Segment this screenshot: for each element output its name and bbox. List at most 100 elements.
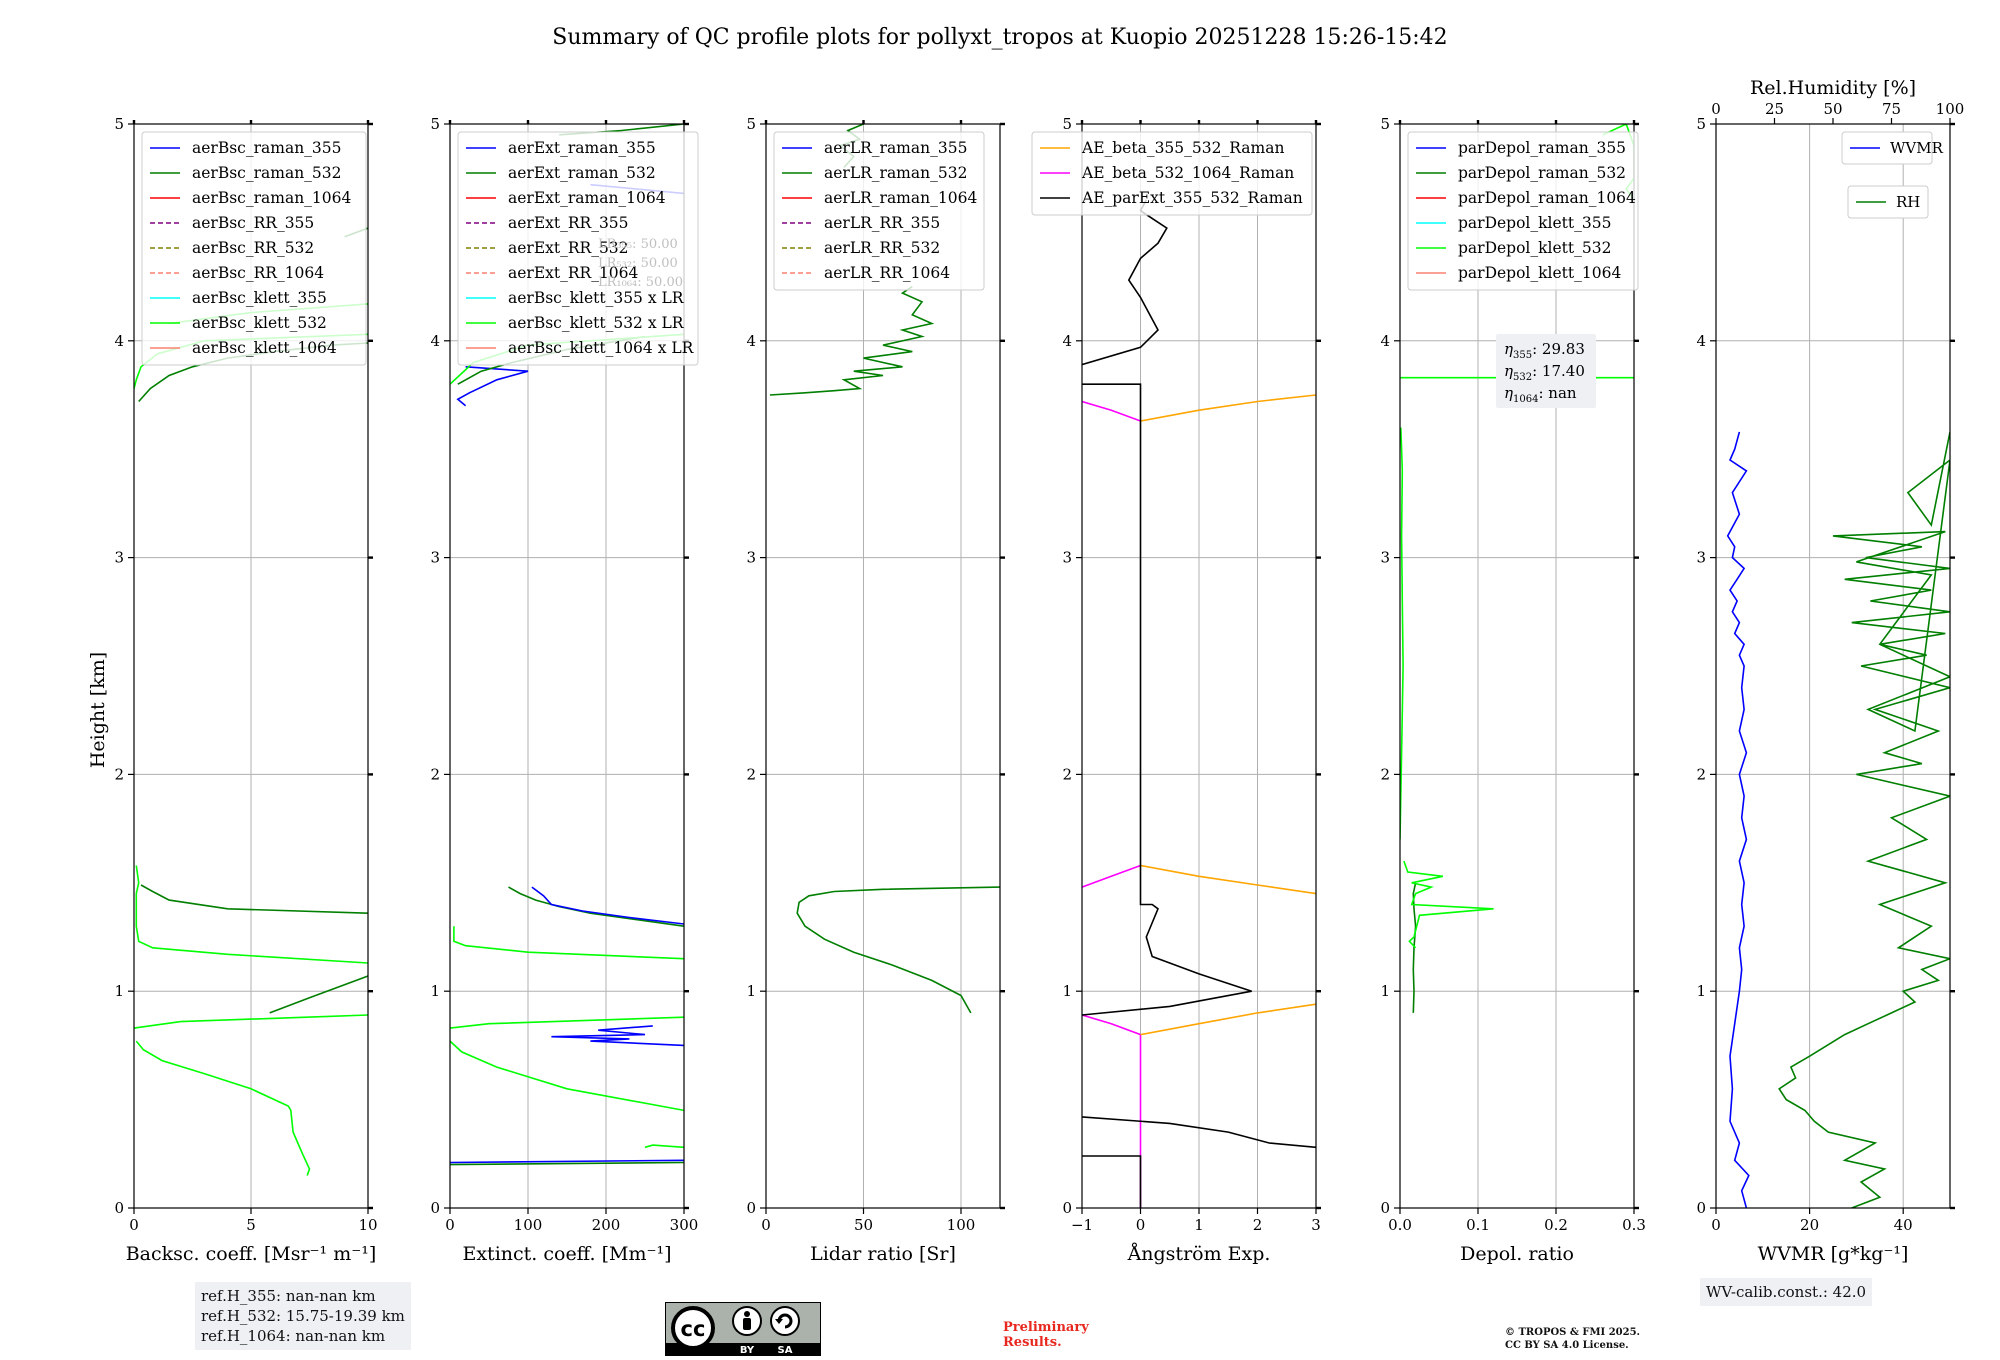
legend-label-bsc-0: aerBsc_raman_355 <box>192 139 342 157</box>
legend-label-bsc-1: aerBsc_raman_532 <box>192 164 342 182</box>
panel-ext: 0 100 200 300 0 1 2 3 4 5 Extinct. coeff. [Mm⁻¹] ae… <box>430 115 699 1265</box>
y-tick-label-ae-3: 3 <box>1062 549 1072 567</box>
eta-line-1: η532: 17.40 <box>1504 362 1585 383</box>
x-tick-label-ext-2: 200 <box>592 1216 621 1234</box>
x-tick-label-dep-1: 0.1 <box>1466 1216 1490 1234</box>
x-tick-label-wv-1: 20 <box>1800 1216 1819 1234</box>
y-tick-label-wv-2: 2 <box>1696 765 1706 783</box>
y-tick-label-dep-2: 2 <box>1380 765 1390 783</box>
wv-calibration-label: WV-calib.const.: 42.0 <box>1706 1283 1867 1301</box>
series-line-bsc-1 <box>134 1014 368 1029</box>
legend-label-ext-6: aerBsc_klett_355 x LR <box>508 289 685 307</box>
y-tick-label-dep-3: 3 <box>1380 549 1390 567</box>
series-line-bsc-2 <box>135 865 368 964</box>
y-tick-label-wv-3: 3 <box>1696 549 1706 567</box>
y-tick-label-lr-3: 3 <box>746 549 756 567</box>
panel-lr: 0 50 100 0 1 2 3 4 5 Lidar ratio [Sr] aerLR_raman_… <box>746 115 1005 1265</box>
sa-text: SA <box>778 1345 793 1356</box>
eta-line-0: η355: 29.83 <box>1504 340 1585 361</box>
wv-calibration-box: WV-calib.const.: 42.0 <box>1700 1278 1873 1306</box>
series-line-ae-5 <box>1140 394 1316 422</box>
legend-box-ext <box>457 131 699 366</box>
legend-box-ae <box>1031 131 1313 216</box>
preliminary-results-label: Preliminary Results. <box>1003 1320 1089 1350</box>
legend-label-rh: RH <box>1896 193 1920 211</box>
x-axis-label-dep: Depol. ratio <box>1460 1243 1574 1265</box>
legend-box-bsc <box>141 131 367 366</box>
cc-circle-icon <box>671 1306 715 1350</box>
x-tick-label-lr-1: 50 <box>854 1216 873 1234</box>
lr-note-0: LR₃₅₅: 50.00 <box>598 237 678 252</box>
series-line-ae-1 <box>1140 1003 1316 1036</box>
x-tick-label-dep-3: 0.3 <box>1622 1216 1646 1234</box>
series-line-ext-1 <box>450 1161 684 1166</box>
series-line-ext-2 <box>644 1144 684 1149</box>
axes-frame-wv <box>1715 123 1951 1209</box>
legend-label-dep-2: parDepol_raman_1064 <box>1458 189 1636 207</box>
y-tick-label-ae-2: 2 <box>1062 765 1072 783</box>
axes-frame-lr <box>765 123 1001 1209</box>
series-line-dep-2 <box>1400 427 1404 840</box>
legend-box-rh <box>1847 185 1929 219</box>
eta-value-1: 17.40 <box>1542 362 1585 380</box>
series-line-ae-3 <box>1140 864 1316 895</box>
y-tick-label-ext-0: 0 <box>430 1199 440 1217</box>
y-tick-label-lr-2: 2 <box>746 765 756 783</box>
x-tick-label-ext-0: 0 <box>445 1216 455 1234</box>
legend-label-lr-3: aerLR_RR_355 <box>824 214 940 232</box>
cc-text: cc <box>681 1317 706 1341</box>
legend-label-bsc-7: aerBsc_klett_532 <box>192 314 327 332</box>
series-line-ext-3 <box>450 1040 684 1112</box>
legend-label-dep-3: parDepol_klett_355 <box>1458 214 1611 232</box>
y-axis-label: Height [km] <box>87 652 109 768</box>
series-line-ext-4 <box>551 1025 684 1047</box>
x-tick-label-ae-3: 2 <box>1253 1216 1263 1234</box>
top-x-tick-label-wv-0: 0 <box>1711 100 1721 118</box>
legend-label-ext-1: aerExt_raman_532 <box>508 164 656 182</box>
legend-label-bsc-8: aerBsc_klett_1064 <box>192 339 337 357</box>
x-tick-label-bsc-1: 5 <box>246 1216 256 1234</box>
y-tick-label-ext-1: 1 <box>430 982 440 1000</box>
x-tick-label-ae-2: 1 <box>1194 1216 1204 1234</box>
x-axis-label-bsc: Backsc. coeff. [Msr⁻¹ m⁻¹] <box>126 1243 377 1265</box>
series-line-ae-7 <box>1082 1116 1316 1149</box>
y-tick-label-wv-4: 4 <box>1696 332 1706 350</box>
ref-h-355: ref.H_355: nan-nan km <box>201 1287 376 1305</box>
ref-h-1064: ref.H_1064: nan-nan km <box>201 1327 386 1345</box>
legend-label-bsc-3: aerBsc_RR_355 <box>192 214 314 232</box>
series-line-wv-wvmr <box>1726 431 1750 1208</box>
legend-box-lr <box>773 131 985 291</box>
legend-label-bsc-5: aerBsc_RR_1064 <box>192 264 324 282</box>
legend-label-wvmr: WVMR <box>1890 139 1944 157</box>
series-line-ae-9 <box>1082 199 1168 366</box>
y-tick-label-ae-4: 4 <box>1062 332 1072 350</box>
legend-label-ae-2: AE_parExt_355_532_Raman <box>1081 189 1303 207</box>
x-tick-label-ae-1: 0 <box>1136 1216 1146 1234</box>
y-tick-label-ext-2: 2 <box>430 765 440 783</box>
y-tick-label-bsc-0: 0 <box>114 1199 124 1217</box>
series-line-bsc-0 <box>135 1040 311 1176</box>
legend-label-ext-3: aerExt_RR_355 <box>508 214 629 232</box>
legend-box-wvmr <box>1841 131 1933 165</box>
top-x-tick-label-wv-2: 50 <box>1823 100 1842 118</box>
legend-label-lr-2: aerLR_raman_1064 <box>824 189 977 207</box>
y-tick-label-lr-4: 4 <box>746 332 756 350</box>
y-tick-label-lr-5: 5 <box>746 115 756 133</box>
x-axis-label-wv: WVMR [g*kg⁻¹] <box>1758 1243 1909 1265</box>
series-line-lr-1 <box>769 285 935 396</box>
copyright-line-2: CC BY SA 4.0 License. <box>1505 1340 1629 1351</box>
y-tick-label-bsc-1: 1 <box>114 982 124 1000</box>
y-tick-label-dep-5: 5 <box>1380 115 1390 133</box>
eta-value-0: 29.83 <box>1542 340 1585 358</box>
legend-label-lr-4: aerLR_RR_532 <box>824 239 940 257</box>
legend-label-ext-5: aerExt_RR_1064 <box>508 264 639 282</box>
legend-label-lr-1: aerLR_raman_532 <box>824 164 967 182</box>
series-line-ext-9 <box>456 366 529 407</box>
x-tick-label-dep-2: 0.2 <box>1544 1216 1568 1234</box>
y-tick-label-dep-1: 1 <box>1380 982 1390 1000</box>
axes-frame-ext <box>449 123 685 1209</box>
axes-frame-dep <box>1399 123 1635 1209</box>
